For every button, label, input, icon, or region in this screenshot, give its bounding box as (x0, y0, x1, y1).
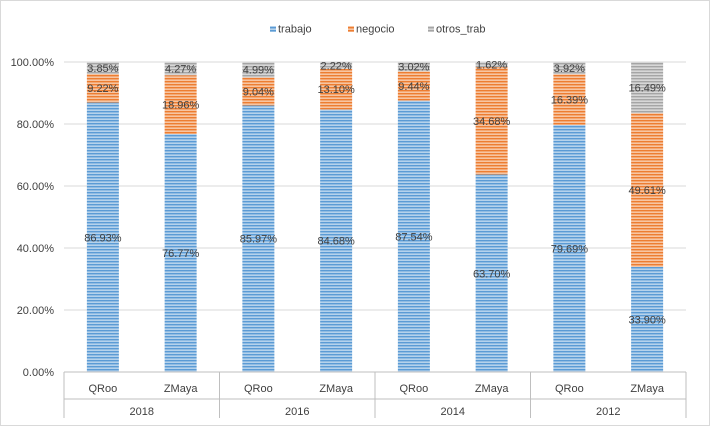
data-label-otros_trab: 4.99% (243, 65, 274, 77)
bar-segment-negocio (86, 73, 119, 103)
bar-segment-negocio (553, 74, 586, 125)
x-axis: QRoo ZMaya QRoo ZMaya QRoo ZMaya QRoo ZMaya 2018… (63, 371, 687, 418)
y-tick-label: 100.00% (11, 57, 55, 69)
legend: trabajo negocio otros_trab (270, 24, 486, 36)
data-label-negocio: 9.44% (398, 81, 429, 93)
x-category-label: ZMaya (630, 383, 665, 395)
y-axis: 0.00% 20.00% 40.00% 60.00% 80.00% 100.00% (11, 57, 55, 379)
data-label-negocio: 13.10% (317, 84, 355, 96)
bar-segment-negocio (242, 77, 275, 106)
data-label-trabajo: 86.93% (84, 232, 122, 244)
data-label-otros_trab: 3.92% (554, 63, 585, 75)
data-label-negocio: 9.04% (243, 86, 274, 98)
bar-segment-trabajo (631, 266, 664, 372)
legend-label-trabajo: trabajo (278, 24, 312, 36)
x-group-label: 2012 (596, 406, 620, 418)
data-label-otros_trab: 16.49% (628, 83, 666, 95)
data-label-otros_trab: 3.85% (87, 63, 118, 75)
x-category-label: ZMaya (475, 383, 510, 395)
bar-segment-trabajo (86, 102, 119, 372)
y-tick-label: 0.00% (23, 367, 54, 379)
legend-label-negocio: negocio (356, 24, 395, 36)
data-label-negocio: 18.96% (162, 100, 200, 112)
data-label-negocio: 9.22% (87, 83, 118, 95)
x-category-label: ZMaya (319, 383, 354, 395)
gridlines (64, 61, 686, 311)
data-label-negocio: 34.68% (473, 116, 511, 128)
bar-segment-trabajo (553, 124, 586, 372)
bar-segment-negocio (631, 113, 664, 267)
bar-segment-otros_trab (631, 62, 664, 114)
legend-swatch-negocio (348, 26, 354, 32)
data-labels: 86.93% 9.22% 3.85% 76.77% 18.96% 4.27% 85.97% 9… (84, 60, 666, 327)
data-label-trabajo: 87.54% (395, 231, 433, 243)
y-tick-label: 80.00% (17, 119, 55, 131)
data-label-otros_trab: 2.22% (321, 60, 352, 72)
bar-segment-negocio (164, 75, 197, 135)
bar-segment-negocio (397, 71, 430, 101)
bars (86, 62, 664, 373)
bar-segment-otros_trab (86, 62, 119, 74)
data-label-negocio: 16.39% (551, 95, 589, 107)
data-label-trabajo: 84.68% (317, 236, 355, 248)
x-category-label: QRoo (400, 383, 429, 395)
y-tick-label: 60.00% (17, 181, 55, 193)
x-group-label: 2018 (130, 406, 154, 418)
bar-segment-otros_trab (553, 62, 586, 75)
x-category-label: QRoo (244, 383, 273, 395)
bar-segment-trabajo (397, 100, 430, 372)
data-label-otros_trab: 1.62% (476, 60, 507, 72)
y-tick-label: 40.00% (17, 243, 55, 255)
data-label-trabajo: 85.97% (240, 234, 278, 246)
legend-swatch-trabajo (270, 26, 276, 32)
data-label-trabajo: 63.70% (473, 268, 511, 280)
bar-segment-otros_trab (320, 62, 353, 69)
data-label-trabajo: 33.90% (628, 314, 666, 326)
data-label-trabajo: 79.69% (551, 243, 589, 255)
x-group-label: 2016 (285, 406, 309, 418)
x-category-label: ZMaya (164, 383, 199, 395)
x-category-label: QRoo (89, 383, 118, 395)
bar-segment-trabajo (475, 174, 508, 372)
data-label-trabajo: 76.77% (162, 248, 200, 260)
legend-label-otros_trab: otros_trab (436, 24, 486, 36)
y-tick-label: 20.00% (17, 305, 55, 317)
bar-segment-otros_trab (242, 62, 275, 78)
x-group-label: 2014 (441, 406, 465, 418)
bar-segment-trabajo (242, 105, 275, 373)
bar-segment-otros_trab (475, 62, 508, 68)
legend-swatch-otros_trab (428, 26, 434, 32)
data-label-otros_trab: 3.02% (398, 62, 429, 74)
bar-segment-negocio (475, 67, 508, 175)
bar-segment-otros_trab (164, 62, 197, 76)
data-label-otros_trab: 4.27% (165, 64, 196, 76)
bar-segment-negocio (320, 68, 353, 110)
bar-segment-trabajo (320, 109, 353, 372)
data-label-negocio: 49.61% (628, 185, 666, 197)
x-category-label: QRoo (555, 383, 584, 395)
bar-segment-trabajo (164, 134, 197, 372)
bar-segment-otros_trab (397, 62, 430, 72)
